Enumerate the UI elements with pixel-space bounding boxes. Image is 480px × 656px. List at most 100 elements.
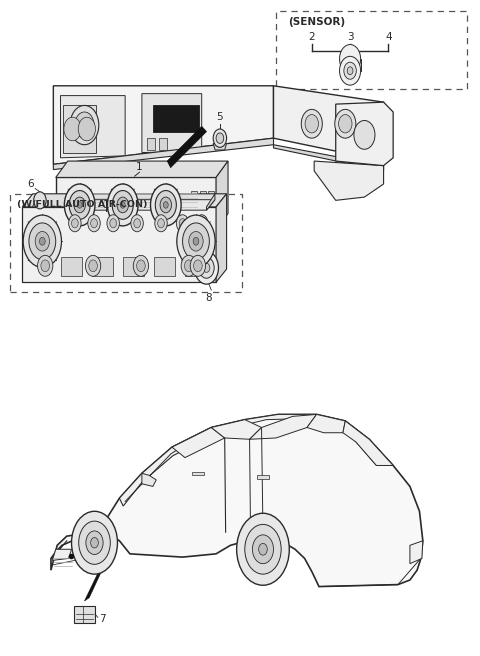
Circle shape: [64, 117, 81, 141]
Circle shape: [120, 201, 125, 208]
Circle shape: [151, 184, 181, 226]
Polygon shape: [339, 59, 360, 71]
Circle shape: [91, 218, 97, 228]
Polygon shape: [274, 145, 384, 171]
Circle shape: [29, 223, 56, 260]
Circle shape: [156, 190, 176, 219]
Circle shape: [64, 184, 95, 226]
Polygon shape: [185, 257, 206, 276]
Circle shape: [163, 201, 168, 208]
Circle shape: [194, 251, 218, 284]
Circle shape: [354, 121, 375, 150]
Polygon shape: [53, 86, 274, 165]
Circle shape: [88, 215, 100, 232]
Polygon shape: [200, 190, 205, 200]
Text: 8: 8: [205, 293, 212, 302]
Polygon shape: [250, 415, 317, 440]
Polygon shape: [167, 127, 206, 168]
Circle shape: [107, 215, 120, 232]
Circle shape: [216, 133, 224, 144]
Polygon shape: [192, 472, 204, 476]
Polygon shape: [56, 161, 228, 177]
Polygon shape: [60, 96, 125, 158]
Text: 1: 1: [136, 162, 143, 173]
Circle shape: [137, 260, 145, 272]
Polygon shape: [343, 421, 393, 466]
Circle shape: [110, 218, 117, 228]
Circle shape: [301, 110, 323, 138]
Circle shape: [198, 218, 205, 228]
Circle shape: [189, 232, 203, 251]
Circle shape: [237, 513, 289, 585]
Circle shape: [339, 56, 360, 85]
Circle shape: [75, 112, 94, 138]
Circle shape: [203, 263, 210, 272]
Circle shape: [77, 201, 82, 208]
Text: (W/FULL AUTO AIR-CON): (W/FULL AUTO AIR-CON): [17, 200, 148, 209]
Circle shape: [347, 67, 353, 75]
Circle shape: [37, 255, 53, 276]
Circle shape: [78, 117, 96, 141]
Circle shape: [69, 190, 90, 219]
Polygon shape: [257, 476, 269, 479]
Polygon shape: [123, 257, 144, 276]
Polygon shape: [92, 257, 113, 276]
Polygon shape: [410, 541, 423, 564]
Circle shape: [117, 197, 129, 213]
Circle shape: [245, 524, 281, 574]
Circle shape: [182, 223, 209, 260]
Polygon shape: [158, 138, 167, 150]
Polygon shape: [153, 106, 199, 132]
Circle shape: [108, 184, 138, 226]
Circle shape: [177, 215, 215, 268]
Circle shape: [91, 537, 98, 548]
Circle shape: [190, 255, 205, 276]
Circle shape: [69, 215, 81, 232]
Polygon shape: [51, 415, 423, 586]
Circle shape: [160, 197, 171, 213]
Circle shape: [41, 260, 49, 272]
Circle shape: [179, 218, 186, 228]
Circle shape: [176, 215, 189, 232]
Circle shape: [344, 62, 356, 79]
Circle shape: [155, 215, 167, 232]
Circle shape: [74, 197, 85, 213]
Polygon shape: [307, 415, 345, 433]
Polygon shape: [172, 428, 225, 458]
Polygon shape: [60, 257, 82, 276]
Circle shape: [213, 129, 227, 148]
Polygon shape: [216, 161, 228, 230]
Circle shape: [133, 255, 149, 276]
Circle shape: [72, 218, 78, 228]
Polygon shape: [22, 207, 216, 282]
Polygon shape: [314, 161, 384, 200]
Circle shape: [39, 237, 45, 245]
Polygon shape: [52, 549, 72, 560]
Text: 1: 1: [103, 200, 109, 210]
Circle shape: [338, 115, 352, 133]
Text: 2: 2: [309, 32, 315, 42]
Polygon shape: [213, 144, 227, 150]
Circle shape: [193, 237, 199, 245]
Polygon shape: [56, 177, 216, 230]
Circle shape: [134, 218, 141, 228]
Circle shape: [157, 218, 164, 228]
Text: 4: 4: [385, 32, 392, 42]
Circle shape: [23, 215, 61, 268]
Polygon shape: [191, 190, 197, 200]
Polygon shape: [120, 428, 211, 506]
Polygon shape: [211, 420, 262, 440]
Polygon shape: [84, 562, 106, 601]
Circle shape: [339, 45, 360, 73]
Polygon shape: [154, 257, 175, 276]
Polygon shape: [211, 415, 393, 466]
Polygon shape: [208, 190, 214, 200]
Circle shape: [112, 190, 133, 219]
Circle shape: [86, 531, 103, 554]
Circle shape: [252, 535, 274, 564]
Circle shape: [193, 260, 202, 272]
Polygon shape: [53, 138, 274, 170]
Polygon shape: [142, 94, 202, 153]
Circle shape: [305, 115, 319, 133]
Text: 3: 3: [347, 32, 353, 42]
